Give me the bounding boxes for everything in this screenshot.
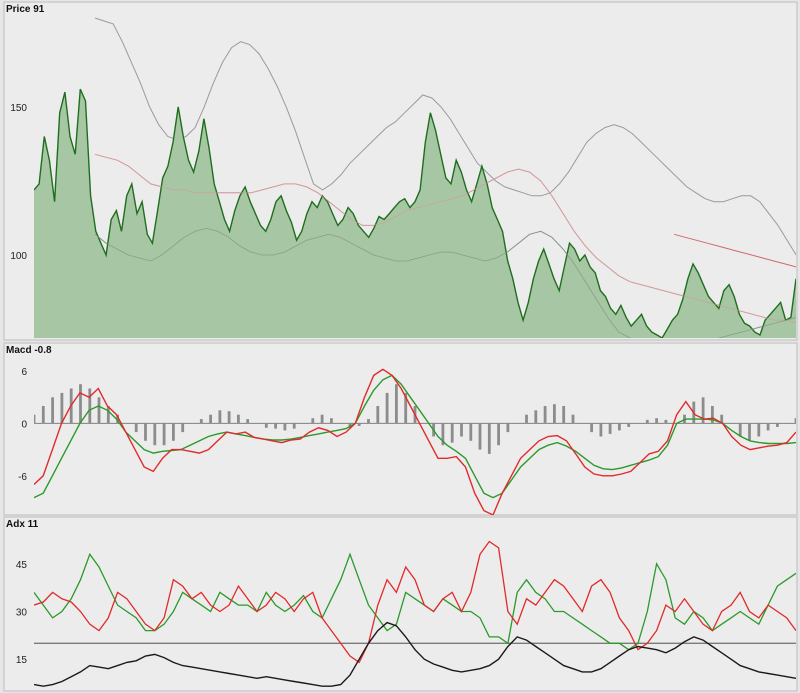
histogram-bar xyxy=(172,423,175,441)
histogram-bar xyxy=(34,414,36,424)
plot-area xyxy=(34,17,796,338)
histogram-bar xyxy=(97,397,101,424)
histogram-bar xyxy=(395,384,398,424)
panel-1: Price 91 150 100 xyxy=(3,1,798,341)
signal-line xyxy=(34,374,796,499)
histogram-bar xyxy=(562,406,566,424)
histogram-bar xyxy=(218,410,222,424)
histogram-bar xyxy=(79,384,82,424)
histogram-bar xyxy=(41,406,45,424)
histogram-bar xyxy=(701,397,705,424)
histogram-bar xyxy=(134,423,138,433)
panel-title: Price 91 xyxy=(6,4,45,15)
panel-2: Macd -0.8 6 0 -6 xyxy=(3,342,798,516)
histogram-bar xyxy=(534,410,538,424)
histogram-bar xyxy=(199,419,203,424)
histogram-bar xyxy=(460,423,463,437)
histogram-bar xyxy=(766,423,770,431)
histogram-bar xyxy=(553,404,556,424)
histogram-bar xyxy=(116,414,119,424)
histogram-bar xyxy=(543,406,547,424)
histogram-bar xyxy=(776,423,779,427)
histogram-bar xyxy=(525,414,528,424)
di-plus-line xyxy=(34,552,796,651)
histogram-bar xyxy=(738,423,742,437)
histogram-bar xyxy=(311,418,315,424)
histogram-bar xyxy=(209,414,212,424)
histogram-bar xyxy=(757,423,761,437)
histogram-bar xyxy=(237,414,240,424)
price-line xyxy=(34,88,796,338)
histogram-bar xyxy=(144,423,147,441)
histogram-bar xyxy=(478,423,482,450)
histogram-bar xyxy=(106,406,110,424)
histogram-bar xyxy=(720,414,724,424)
band-upper xyxy=(94,17,796,256)
histogram-bar xyxy=(51,397,54,424)
histogram-bar xyxy=(283,423,287,431)
adx-line xyxy=(34,621,796,687)
histogram-bar xyxy=(748,423,751,441)
histogram-bar xyxy=(404,392,408,424)
histogram-bar xyxy=(367,419,370,424)
histogram-bar xyxy=(794,418,796,424)
histogram-bar xyxy=(264,423,268,428)
histogram-bar xyxy=(227,411,231,424)
histogram-bar xyxy=(320,414,324,424)
y-tick-label: 15 xyxy=(16,655,28,666)
histogram-bar xyxy=(181,423,185,433)
histogram-bar xyxy=(571,414,575,424)
histogram-bar xyxy=(469,423,473,441)
price-area xyxy=(34,89,796,338)
histogram-bar xyxy=(450,423,454,443)
histogram-bar xyxy=(487,423,491,454)
histogram-bar xyxy=(627,423,631,427)
histogram-bar xyxy=(357,423,361,426)
histogram-bar xyxy=(292,423,296,429)
panel-3: Adx 11 45 30 15 xyxy=(3,516,798,692)
di-minus-line xyxy=(34,540,796,664)
histogram-bar xyxy=(88,388,92,424)
band-lower-overlay xyxy=(94,227,796,338)
histogram-bar xyxy=(599,423,603,437)
histogram-bar xyxy=(441,423,445,446)
histogram-bar xyxy=(497,423,500,446)
histogram-bar xyxy=(608,423,612,434)
histogram-bar xyxy=(376,406,380,424)
y-tick-label: 100 xyxy=(10,251,27,262)
histogram-bar xyxy=(153,423,157,446)
plot-area xyxy=(34,368,796,515)
histogram-bar xyxy=(162,423,166,446)
panel-title: Macd -0.8 xyxy=(6,345,52,356)
long-moving-average xyxy=(673,233,796,268)
y-tick-label: 0 xyxy=(21,419,27,430)
panel-title: Adx 11 xyxy=(6,519,39,530)
panel-background xyxy=(3,516,798,692)
histogram-bar xyxy=(590,423,593,433)
histogram-bar xyxy=(711,406,714,424)
histogram-bar xyxy=(664,419,668,424)
histogram-bar xyxy=(655,418,658,424)
plot-area xyxy=(34,540,796,687)
y-tick-label: 6 xyxy=(21,367,27,378)
y-tick-label: 45 xyxy=(16,560,28,571)
histogram-bar xyxy=(506,423,510,433)
y-tick-label: -6 xyxy=(18,472,27,483)
macd-line xyxy=(34,368,796,515)
histogram-bar xyxy=(385,392,389,424)
histogram-bar xyxy=(246,419,250,424)
y-tick-label: 150 xyxy=(10,103,27,114)
y-tick-label: 30 xyxy=(16,608,28,619)
histogram-bar xyxy=(60,392,64,424)
histogram-bar xyxy=(330,418,333,424)
band-middle-overlay xyxy=(94,153,796,324)
histogram-bar xyxy=(618,423,621,431)
histogram-bar xyxy=(274,423,277,429)
histogram-bar xyxy=(645,419,649,424)
